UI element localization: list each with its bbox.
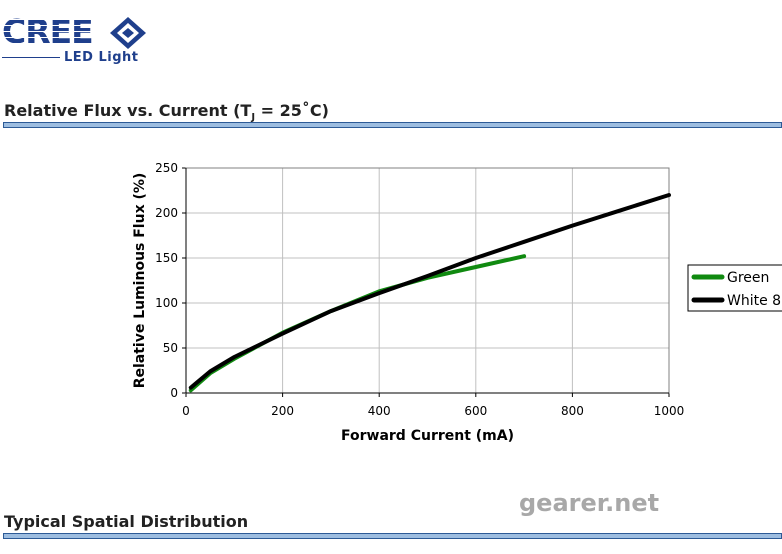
chart-series <box>188 193 671 393</box>
watermark: gearer.net <box>519 489 660 517</box>
x-axis-label: Forward Current (mA) <box>341 428 514 444</box>
chart-grid <box>186 167 670 393</box>
legend-box <box>687 264 782 312</box>
y-tick-label: 200 <box>155 206 178 220</box>
section-title-flux-prefix: Relative Flux vs. Current (T <box>4 101 252 120</box>
series-line-green <box>188 254 527 393</box>
x-tick-label: 1000 <box>654 404 685 418</box>
logo-diamond-icon <box>110 17 146 49</box>
section-title-spatial: Typical Spatial Distribution <box>4 512 249 531</box>
series-line-white-8 <box>188 193 671 390</box>
y-tick-label: 0 <box>170 386 178 400</box>
y-tick-label: 50 <box>163 341 178 355</box>
chart-axes: 0 200 400 600 800 1000 0 50 100 150 200 250 Forward … <box>132 161 684 444</box>
y-axis-label: Relative Luminous Flux (%) <box>132 173 148 389</box>
chart-legend: Green White 8 <box>687 264 782 312</box>
x-tick-label: 800 <box>561 404 584 418</box>
legend-label-green: Green <box>727 270 769 286</box>
y-tick-label: 100 <box>155 296 178 310</box>
section-title-flux: Relative Flux vs. Current (TJ = 25˚C) <box>4 101 329 123</box>
y-tick-label: 150 <box>155 251 178 265</box>
section-title-flux-suffix: = 25˚C) <box>255 101 329 120</box>
x-tick-label: 400 <box>368 404 391 418</box>
plot-frame <box>185 167 670 394</box>
x-tick-label: 0 <box>182 404 190 418</box>
legend-label-white-8: White 8 <box>727 293 781 309</box>
x-tick-label: 600 <box>464 404 487 418</box>
logo-rule <box>2 57 60 58</box>
logo-subtitle: LED Light <box>64 50 139 65</box>
section-title-flux-sub: J <box>251 112 256 124</box>
x-tick-label: 200 <box>271 404 294 418</box>
y-tick-label: 250 <box>155 161 178 175</box>
section-bar-spatial <box>3 533 782 539</box>
